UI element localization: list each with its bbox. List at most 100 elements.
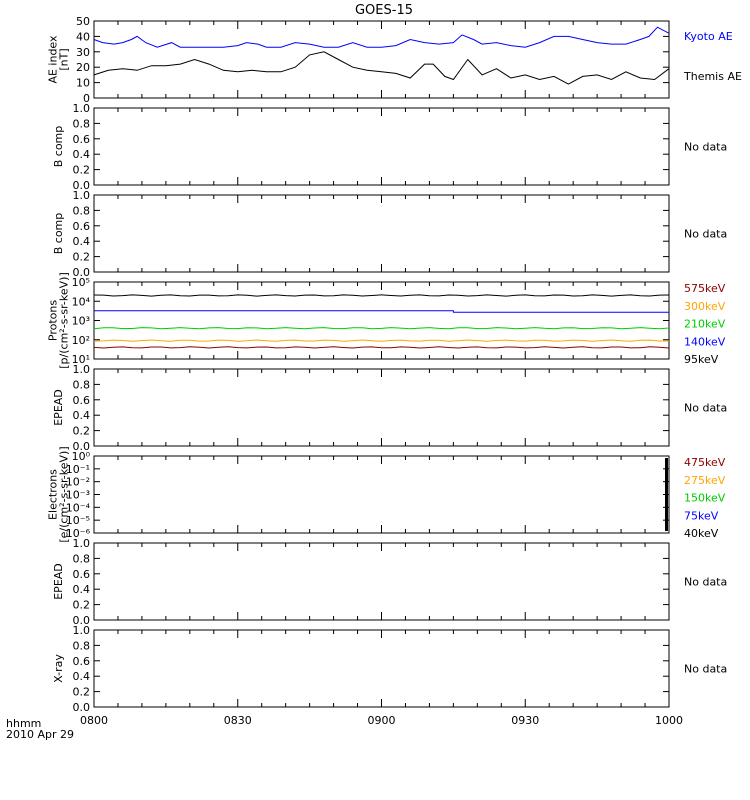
y-tick-label: 0.2 — [73, 425, 91, 438]
y-tick-label: 10² — [72, 334, 90, 347]
y-axis-title: B comp — [52, 126, 65, 168]
y-tick-label: 10⁻⁴ — [66, 501, 91, 514]
y-tick-label: 0.0 — [73, 266, 91, 279]
y-tick-label: 0.4 — [73, 235, 91, 248]
legend-entry: 210keV — [684, 318, 726, 331]
panels: 0 10 20 30 40 50 AE index[nT] Kyoto AE Themis AE… — [47, 15, 742, 727]
y-axis-title: X-ray — [52, 654, 65, 683]
y-tick-label: 1.0 — [73, 624, 91, 637]
y-tick-label: 10⁻⁶ — [66, 527, 91, 540]
y-axis-title: [nT] — [58, 48, 71, 70]
y-tick-label: 0.0 — [73, 701, 91, 714]
no-data-label: No data — [684, 663, 727, 676]
legend-entry: 40keV — [684, 527, 719, 540]
y-tick-label: 0.0 — [73, 179, 91, 192]
legend-entry: 150keV — [684, 492, 726, 505]
y-axis-title: [p/(cm²-s-sr-keV)] — [58, 272, 71, 369]
y-axis-title: EPEAD — [52, 563, 65, 600]
y-tick-label: 10⁻⁵ — [66, 514, 90, 527]
y-axis-title: Electrons — [47, 469, 60, 520]
y-axis-title: B comp — [52, 213, 65, 255]
legend-entry: Themis AE — [683, 70, 742, 83]
y-tick-label: 10⁰ — [72, 450, 91, 463]
panel-frame — [93, 629, 670, 708]
y-tick-label: 0.2 — [73, 599, 91, 612]
y-tick-label: 10⁵ — [72, 276, 90, 289]
panel-5: 0.0 0.2 0.4 0.6 0.8 1.0 EPEAD No data — [52, 363, 727, 453]
series-line — [93, 294, 670, 297]
y-tick-label: 0.4 — [73, 148, 91, 161]
y-tick-label: 10³ — [72, 315, 90, 328]
y-tick-label: 0.0 — [73, 614, 91, 627]
x-tick-label: 0830 — [224, 714, 252, 727]
panel-frame — [93, 194, 670, 273]
no-data-label: No data — [684, 141, 727, 154]
y-tick-label: 0.8 — [73, 639, 91, 652]
y-tick-label: 0.2 — [73, 686, 91, 699]
y-tick-label: 0.6 — [73, 655, 91, 668]
y-tick-label: 10⁻¹ — [66, 463, 90, 476]
no-data-label: No data — [684, 402, 727, 415]
legend-entry: 300keV — [684, 300, 726, 313]
panel-frame — [93, 368, 670, 447]
y-tick-label: 0.2 — [73, 164, 91, 177]
series-line — [93, 339, 669, 342]
legend-entry: Kyoto AE — [684, 30, 733, 43]
no-data-label: No data — [684, 576, 727, 589]
y-tick-label: 10⁴ — [72, 295, 91, 308]
y-tick-label: 0.6 — [73, 568, 91, 581]
y-axis-title: [e/(cm²-s-sr-keV)] — [58, 446, 71, 542]
panel-2: 0.0 0.2 0.4 0.6 0.8 1.0 B comp No data — [52, 102, 727, 192]
panel-4: 10¹ 10² 10³ 10⁴ 10⁵ Protons[p/(cm²-s-sr-keV)]… — [47, 272, 726, 369]
y-tick-label: 20 — [76, 61, 90, 74]
legend-entry: 95keV — [684, 353, 719, 366]
panel-frame — [93, 455, 670, 534]
y-tick-label: 10⁻³ — [66, 489, 90, 502]
series-line-kyoto-ae — [93, 26, 670, 48]
y-tick-label: 10 — [76, 77, 90, 90]
y-tick-label: 0.4 — [73, 583, 91, 596]
y-axis-title: Protons — [47, 300, 60, 341]
time-label: hhmm — [6, 717, 41, 730]
y-tick-label: 0.6 — [73, 220, 91, 233]
panel-frame — [93, 20, 670, 99]
panel-3: 0.0 0.2 0.4 0.6 0.8 1.0 B comp No data — [52, 189, 727, 279]
y-tick-label: 0.6 — [73, 394, 91, 407]
y-tick-label: 0.0 — [73, 440, 91, 453]
y-axis-title: EPEAD — [52, 389, 65, 426]
y-axis-title: AE index — [47, 35, 60, 84]
y-tick-label: 0.8 — [73, 552, 91, 565]
series-line-themis-ae — [93, 51, 670, 85]
y-tick-label: 1.0 — [73, 102, 91, 115]
y-tick-label: 0.8 — [73, 204, 91, 217]
date-label: 2010 Apr 29 — [6, 728, 74, 741]
y-tick-label: 0.6 — [73, 133, 91, 146]
y-tick-label: 1.0 — [73, 537, 91, 550]
y-tick-label: 10¹ — [72, 353, 90, 366]
y-tick-label: 0 — [83, 92, 90, 105]
no-data-label: No data — [684, 228, 727, 241]
series-line — [93, 346, 670, 349]
y-tick-label: 10⁻² — [66, 476, 90, 489]
panel-1: 0 10 20 30 40 50 AE index[nT] Kyoto AE Themis AE — [47, 15, 742, 105]
edge-marker — [665, 458, 668, 531]
series-line — [93, 327, 670, 330]
y-tick-label: 0.8 — [73, 117, 91, 130]
y-tick-label: 50 — [76, 15, 90, 28]
legend-entry: 75keV — [684, 509, 719, 522]
y-tick-label: 0.4 — [73, 670, 91, 683]
panel-7: 0.0 0.2 0.4 0.6 0.8 1.0 EPEAD No data — [52, 537, 727, 627]
panel-frame — [93, 107, 670, 186]
x-tick-label: 1000 — [655, 714, 683, 727]
x-tick-label: 0900 — [368, 714, 396, 727]
legend-entry: 140keV — [684, 335, 726, 348]
y-tick-label: 0.2 — [73, 251, 91, 264]
y-tick-label: 1.0 — [73, 363, 91, 376]
panel-frame — [93, 542, 670, 621]
x-tick-label: 0800 — [80, 714, 108, 727]
y-tick-label: 0.4 — [73, 409, 91, 422]
y-tick-label: 1.0 — [73, 189, 91, 202]
chart-title: GOES-15 — [355, 3, 413, 18]
